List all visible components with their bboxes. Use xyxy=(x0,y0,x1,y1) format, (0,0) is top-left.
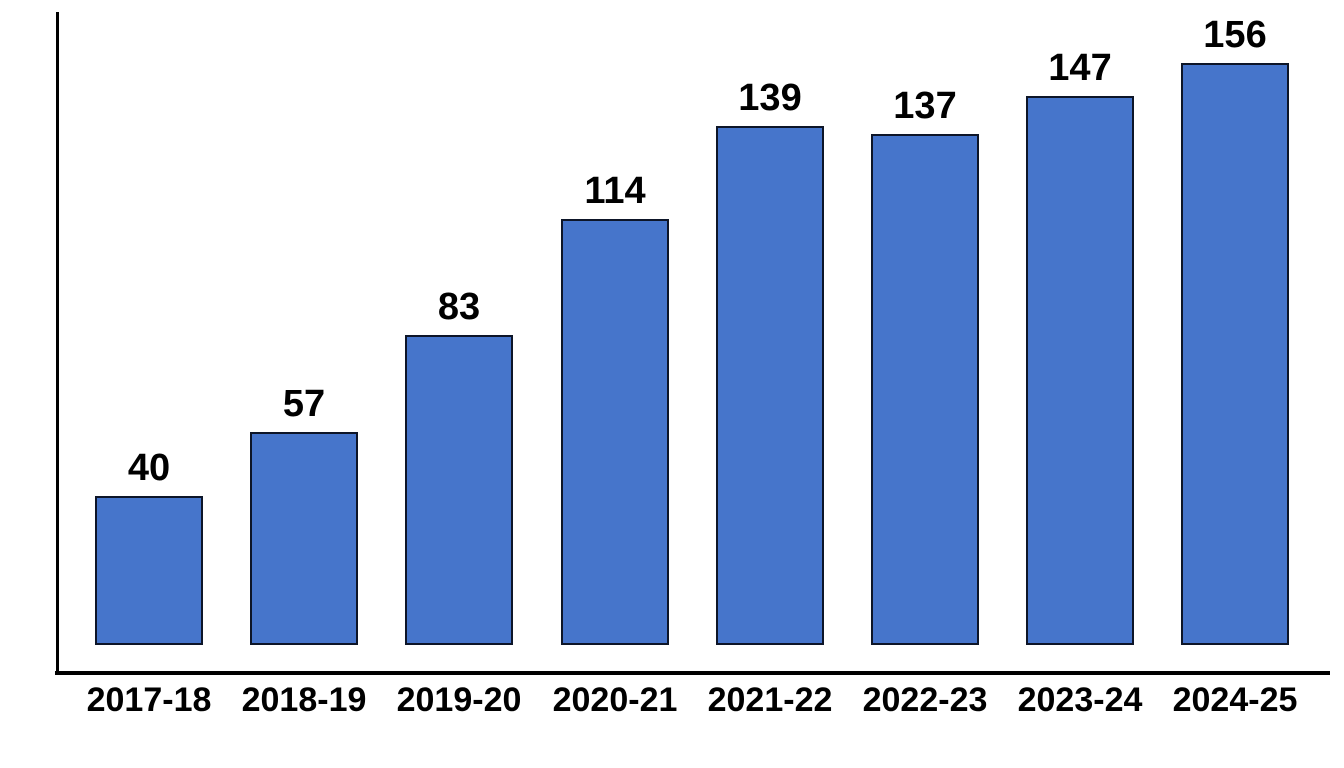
bar-value-label: 139 xyxy=(738,77,802,119)
bar-value-label: 57 xyxy=(282,383,326,425)
bar-2018-19 xyxy=(250,432,358,645)
bar-value-label: 40 xyxy=(127,447,171,489)
bar-value-label: 147 xyxy=(1048,47,1112,89)
bar-2019-20 xyxy=(405,335,513,645)
bar-value-label: 156 xyxy=(1203,14,1267,56)
x-axis-tick-label: 2019-20 xyxy=(396,681,522,719)
bar-2023-24 xyxy=(1026,96,1134,645)
bar-value-label: 114 xyxy=(584,170,646,212)
y-axis-line xyxy=(56,12,59,674)
x-axis-tick-label: 2023-24 xyxy=(1017,681,1143,719)
x-axis-tick-label: 2021-22 xyxy=(707,681,833,719)
bar-value-label: 83 xyxy=(437,286,481,328)
x-axis-tick-label: 2022-23 xyxy=(862,681,988,719)
bar-2017-18 xyxy=(95,496,203,645)
x-axis-tick-label: 2018-19 xyxy=(241,681,367,719)
x-axis-tick-label: 2017-18 xyxy=(86,681,212,719)
bar-2020-21 xyxy=(561,219,669,645)
bar-2021-22 xyxy=(716,126,824,645)
bar-2024-25 xyxy=(1181,63,1289,645)
bar-2022-23 xyxy=(871,134,979,645)
bar-value-label: 137 xyxy=(893,85,957,127)
x-axis-tick-label: 2020-21 xyxy=(552,681,678,719)
x-axis-tick-label: 2024-25 xyxy=(1172,681,1298,719)
x-axis-line xyxy=(55,671,1330,675)
